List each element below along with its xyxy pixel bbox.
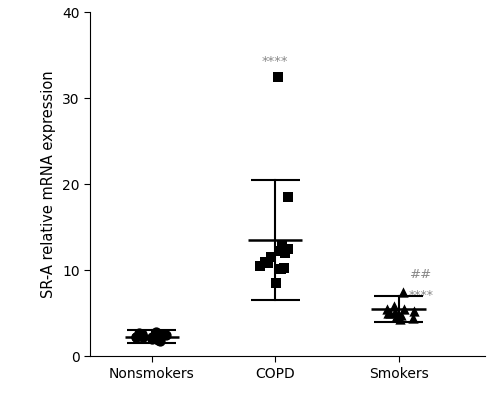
Point [156,332,164,338]
Point [396,316,404,323]
Point [256,263,264,269]
Point [274,73,282,80]
Point [156,335,164,341]
Point [152,329,160,335]
Point [132,334,140,341]
Point [268,254,276,261]
Point [158,331,166,337]
Point [410,314,418,321]
Point [148,334,156,341]
Point [398,312,406,318]
Point [134,330,142,337]
Point [272,280,280,286]
Point [156,338,164,344]
Text: ##: ## [410,268,432,281]
Point [284,194,292,200]
Point [284,245,292,252]
Point [386,309,394,316]
Point [391,309,399,315]
Point [400,306,408,312]
Y-axis label: SR-A relative mRNA expression: SR-A relative mRNA expression [42,70,56,298]
Point [137,333,145,339]
Point [132,333,140,340]
Point [152,333,160,339]
Point [383,306,391,312]
Point [392,313,400,320]
Point [390,303,398,310]
Text: ****: **** [262,55,288,68]
Point [282,250,290,256]
Point [278,241,286,248]
Point [262,258,270,265]
Point [276,247,284,254]
Point [278,265,285,272]
Point [154,337,162,343]
Point [138,331,146,337]
Point [162,332,170,338]
Text: ****: **** [408,289,434,302]
Point [280,264,288,271]
Point [384,310,392,317]
Point [399,289,407,295]
Point [148,336,156,343]
Point [410,307,418,314]
Point [264,260,272,266]
Point [139,333,147,340]
